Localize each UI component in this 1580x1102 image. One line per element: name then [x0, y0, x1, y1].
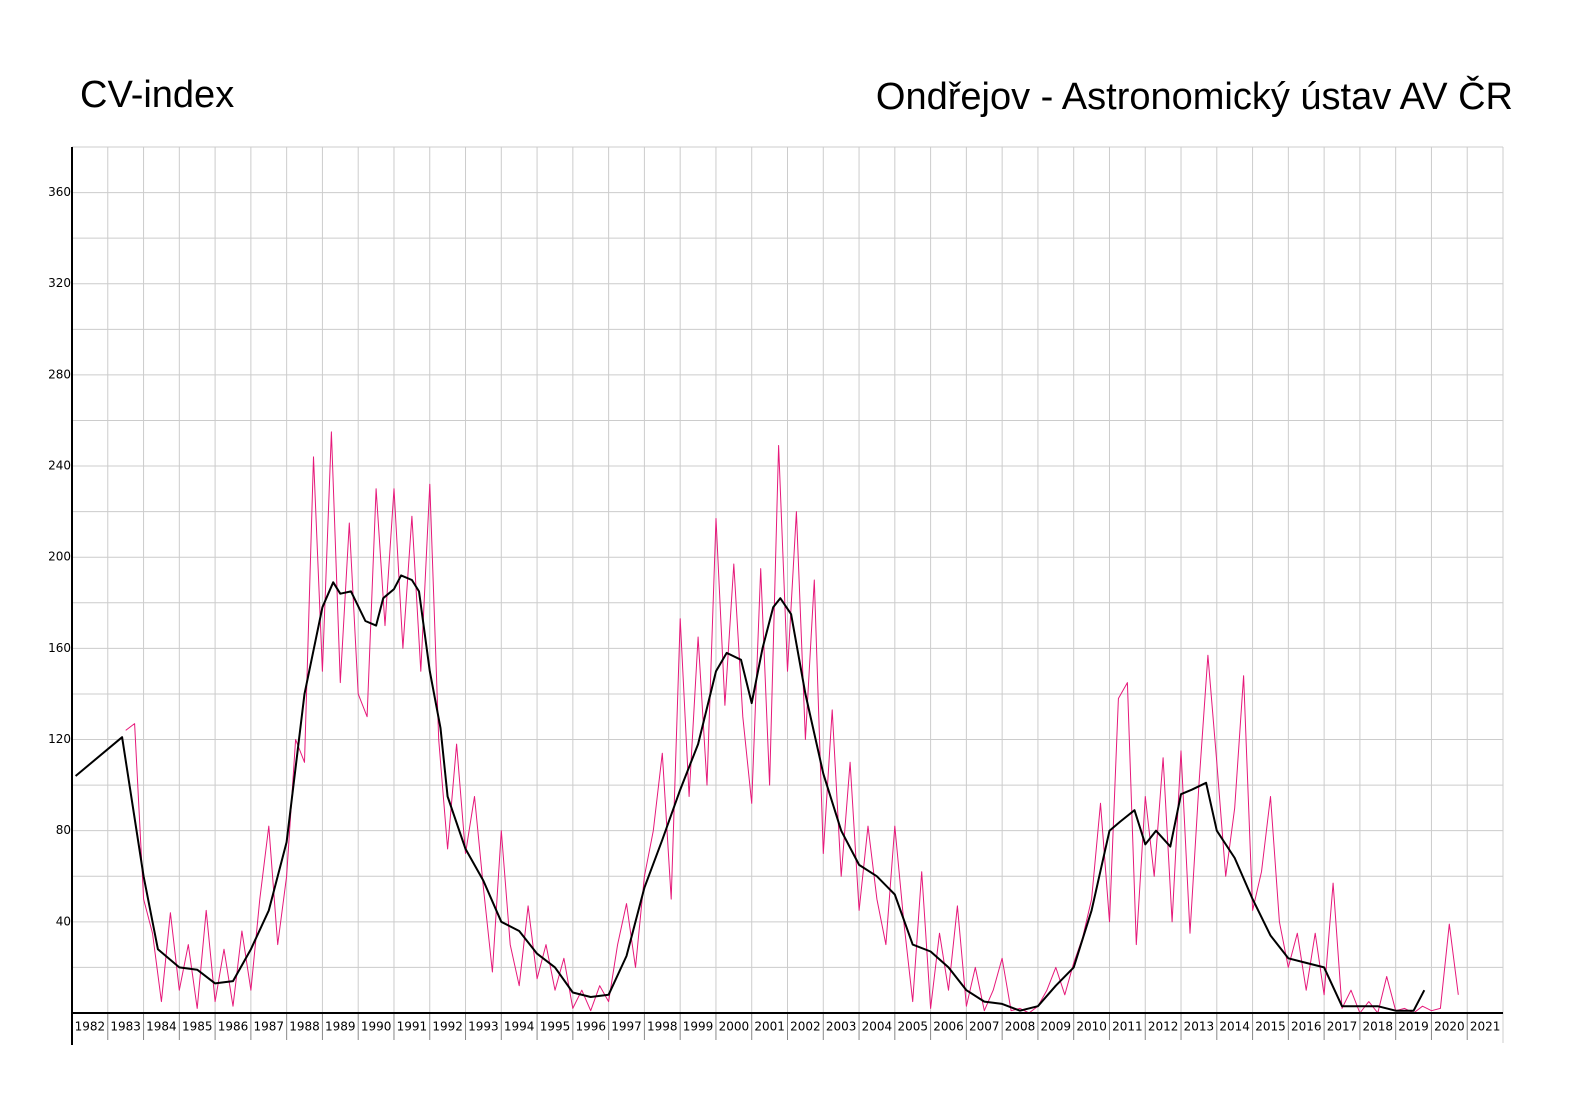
x-tick-label: 2000	[719, 1020, 750, 1034]
y-tick-label: 320	[48, 276, 71, 290]
x-tick-label: 1993	[468, 1020, 499, 1034]
x-tick-label: 2008	[1005, 1020, 1036, 1034]
x-tick-label: 2019	[1398, 1020, 1429, 1034]
x-tick-label: 2010	[1076, 1020, 1107, 1034]
data-line	[125, 431, 1459, 1014]
x-tick-label: 2020	[1434, 1020, 1465, 1034]
y-tick-label: 40	[56, 914, 71, 928]
x-tick-label: 2014	[1219, 1020, 1250, 1034]
x-tick-label: 1987	[253, 1020, 284, 1034]
x-tick-label: 2009	[1041, 1020, 1072, 1034]
x-tick-label: 2016	[1291, 1020, 1322, 1034]
x-tick-label: 1988	[289, 1020, 320, 1034]
x-tick-label: 2015	[1255, 1020, 1286, 1034]
x-tick-label: 2004	[862, 1020, 893, 1034]
x-tick-label: 1991	[397, 1020, 428, 1034]
x-tick-label: 2021	[1470, 1020, 1501, 1034]
x-tick-label: 1995	[540, 1020, 571, 1034]
x-tick-label: 1990	[361, 1020, 392, 1034]
x-tick-label: 2017	[1327, 1020, 1358, 1034]
x-tick-label: 2012	[1148, 1020, 1179, 1034]
x-tick-label: 2006	[933, 1020, 964, 1034]
x-tick-label: 1989	[325, 1020, 356, 1034]
y-tick-label: 80	[56, 823, 71, 837]
y-tick-label: 240	[48, 459, 71, 473]
x-tick-label: 1997	[611, 1020, 642, 1034]
x-tick-label: 2003	[826, 1020, 857, 1034]
y-tick-label: 200	[48, 550, 71, 564]
x-tick-label: 1999	[683, 1020, 714, 1034]
chart-subtitle: Ondřejov - Astronomický ústav AV ČR	[876, 74, 1513, 118]
x-tick-label: 2001	[754, 1020, 785, 1034]
x-tick-label: 1985	[182, 1020, 213, 1034]
x-tick-label: 2005	[897, 1020, 928, 1034]
y-tick-label: 120	[48, 732, 71, 746]
x-tick-label: 1992	[432, 1020, 463, 1034]
x-tick-label: 2002	[790, 1020, 821, 1034]
x-tick-label: 1982	[75, 1020, 106, 1034]
y-tick-label: 160	[48, 641, 71, 655]
x-tick-label: 2013	[1184, 1020, 1215, 1034]
x-tick-label: 1994	[504, 1020, 535, 1034]
x-tick-label: 1983	[110, 1020, 141, 1034]
x-tick-label: 1998	[647, 1020, 678, 1034]
x-tick-label: 1986	[218, 1020, 249, 1034]
x-tick-label: 2007	[969, 1020, 1000, 1034]
y-tick-label: 280	[48, 367, 71, 381]
x-tick-label: 2018	[1363, 1020, 1394, 1034]
x-tick-label: 1984	[146, 1020, 177, 1034]
chart-title: CV-index	[80, 74, 234, 116]
x-tick-label: 2011	[1112, 1020, 1143, 1034]
y-tick-label: 360	[48, 185, 71, 199]
data-line	[74, 574, 1426, 1012]
x-tick-label: 1996	[575, 1020, 606, 1034]
